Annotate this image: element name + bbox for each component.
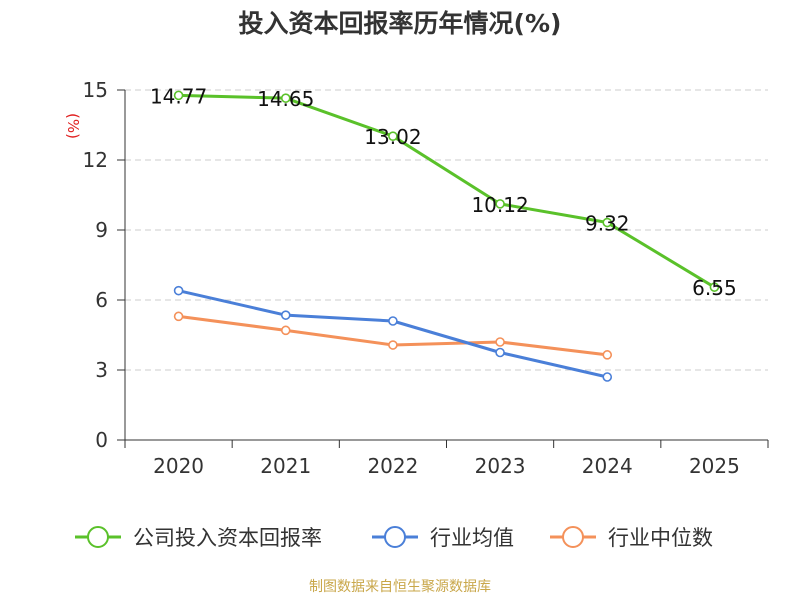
- data-point: [709, 282, 720, 292]
- data-point: [388, 131, 398, 141]
- data-point: [495, 347, 505, 358]
- legend-item-0: 公司投入资本回报率: [75, 526, 322, 550]
- y-tick-label: 6: [95, 288, 108, 312]
- y-axis-label: (%): [64, 113, 82, 139]
- data-point: [173, 311, 184, 322]
- series-line-0: [178, 93, 716, 289]
- y-tick-label: 3: [95, 358, 108, 382]
- x-tick-label-2020: 2020: [153, 454, 204, 478]
- data-point: [280, 310, 291, 320]
- x-tick-label-2023: 2023: [475, 454, 526, 478]
- x-tick-label-2021: 2021: [260, 454, 311, 478]
- legend-marker-icon: [87, 526, 109, 548]
- data-point: [602, 372, 613, 382]
- data-point: [388, 316, 398, 326]
- data-label: 13.02: [364, 125, 421, 149]
- x-tick-label-2025: 2025: [689, 454, 740, 478]
- chart-title: 投入资本回报率历年情况(%): [239, 9, 562, 38]
- data-point: [173, 285, 184, 296]
- legend-label: 公司投入资本回报率: [133, 526, 322, 550]
- legend-item-1: 行业均值: [372, 526, 514, 550]
- data-point: [495, 199, 505, 209]
- data-labels: 14.77 14.65 13.02 10.12 9.32 6.55: [150, 84, 737, 300]
- data-point: [280, 325, 291, 336]
- legend: 公司投入资本回报率 行业均值 行业中位数: [75, 526, 713, 550]
- data-point: [280, 93, 291, 103]
- legend-marker-icon: [562, 526, 584, 548]
- y-tick-label: 0: [95, 428, 108, 452]
- x-tick-label-2022: 2022: [367, 454, 418, 478]
- legend-label: 行业中位数: [608, 526, 713, 550]
- data-point: [173, 90, 184, 101]
- data-label: 9.32: [585, 212, 630, 236]
- data-point: [388, 340, 398, 350]
- legend-marker-icon: [384, 526, 406, 548]
- source-note: 制图数据来自恒生聚源数据库: [309, 579, 491, 595]
- legend-item-2: 行业中位数: [550, 526, 713, 550]
- x-tick-label-2024: 2024: [582, 454, 633, 478]
- data-label: 10.12: [471, 193, 528, 217]
- data-label: 6.55: [692, 276, 737, 300]
- series-line-1: [178, 289, 608, 379]
- axes: 0 3 6 9 12 15 2020 2021 2022 2023 2024 2025: [83, 78, 769, 478]
- data-point: [602, 217, 613, 228]
- data-label: 14.65: [257, 87, 314, 111]
- data-point: [602, 350, 613, 360]
- grid-lines: [125, 89, 768, 371]
- legend-label: 行业均值: [430, 526, 514, 550]
- data-label: 14.77: [150, 84, 207, 108]
- y-tick-label: 15: [83, 78, 108, 102]
- series-lines: [173, 90, 720, 382]
- data-point: [495, 337, 505, 347]
- y-tick-label: 9: [95, 218, 108, 242]
- y-tick-label: 12: [83, 148, 108, 172]
